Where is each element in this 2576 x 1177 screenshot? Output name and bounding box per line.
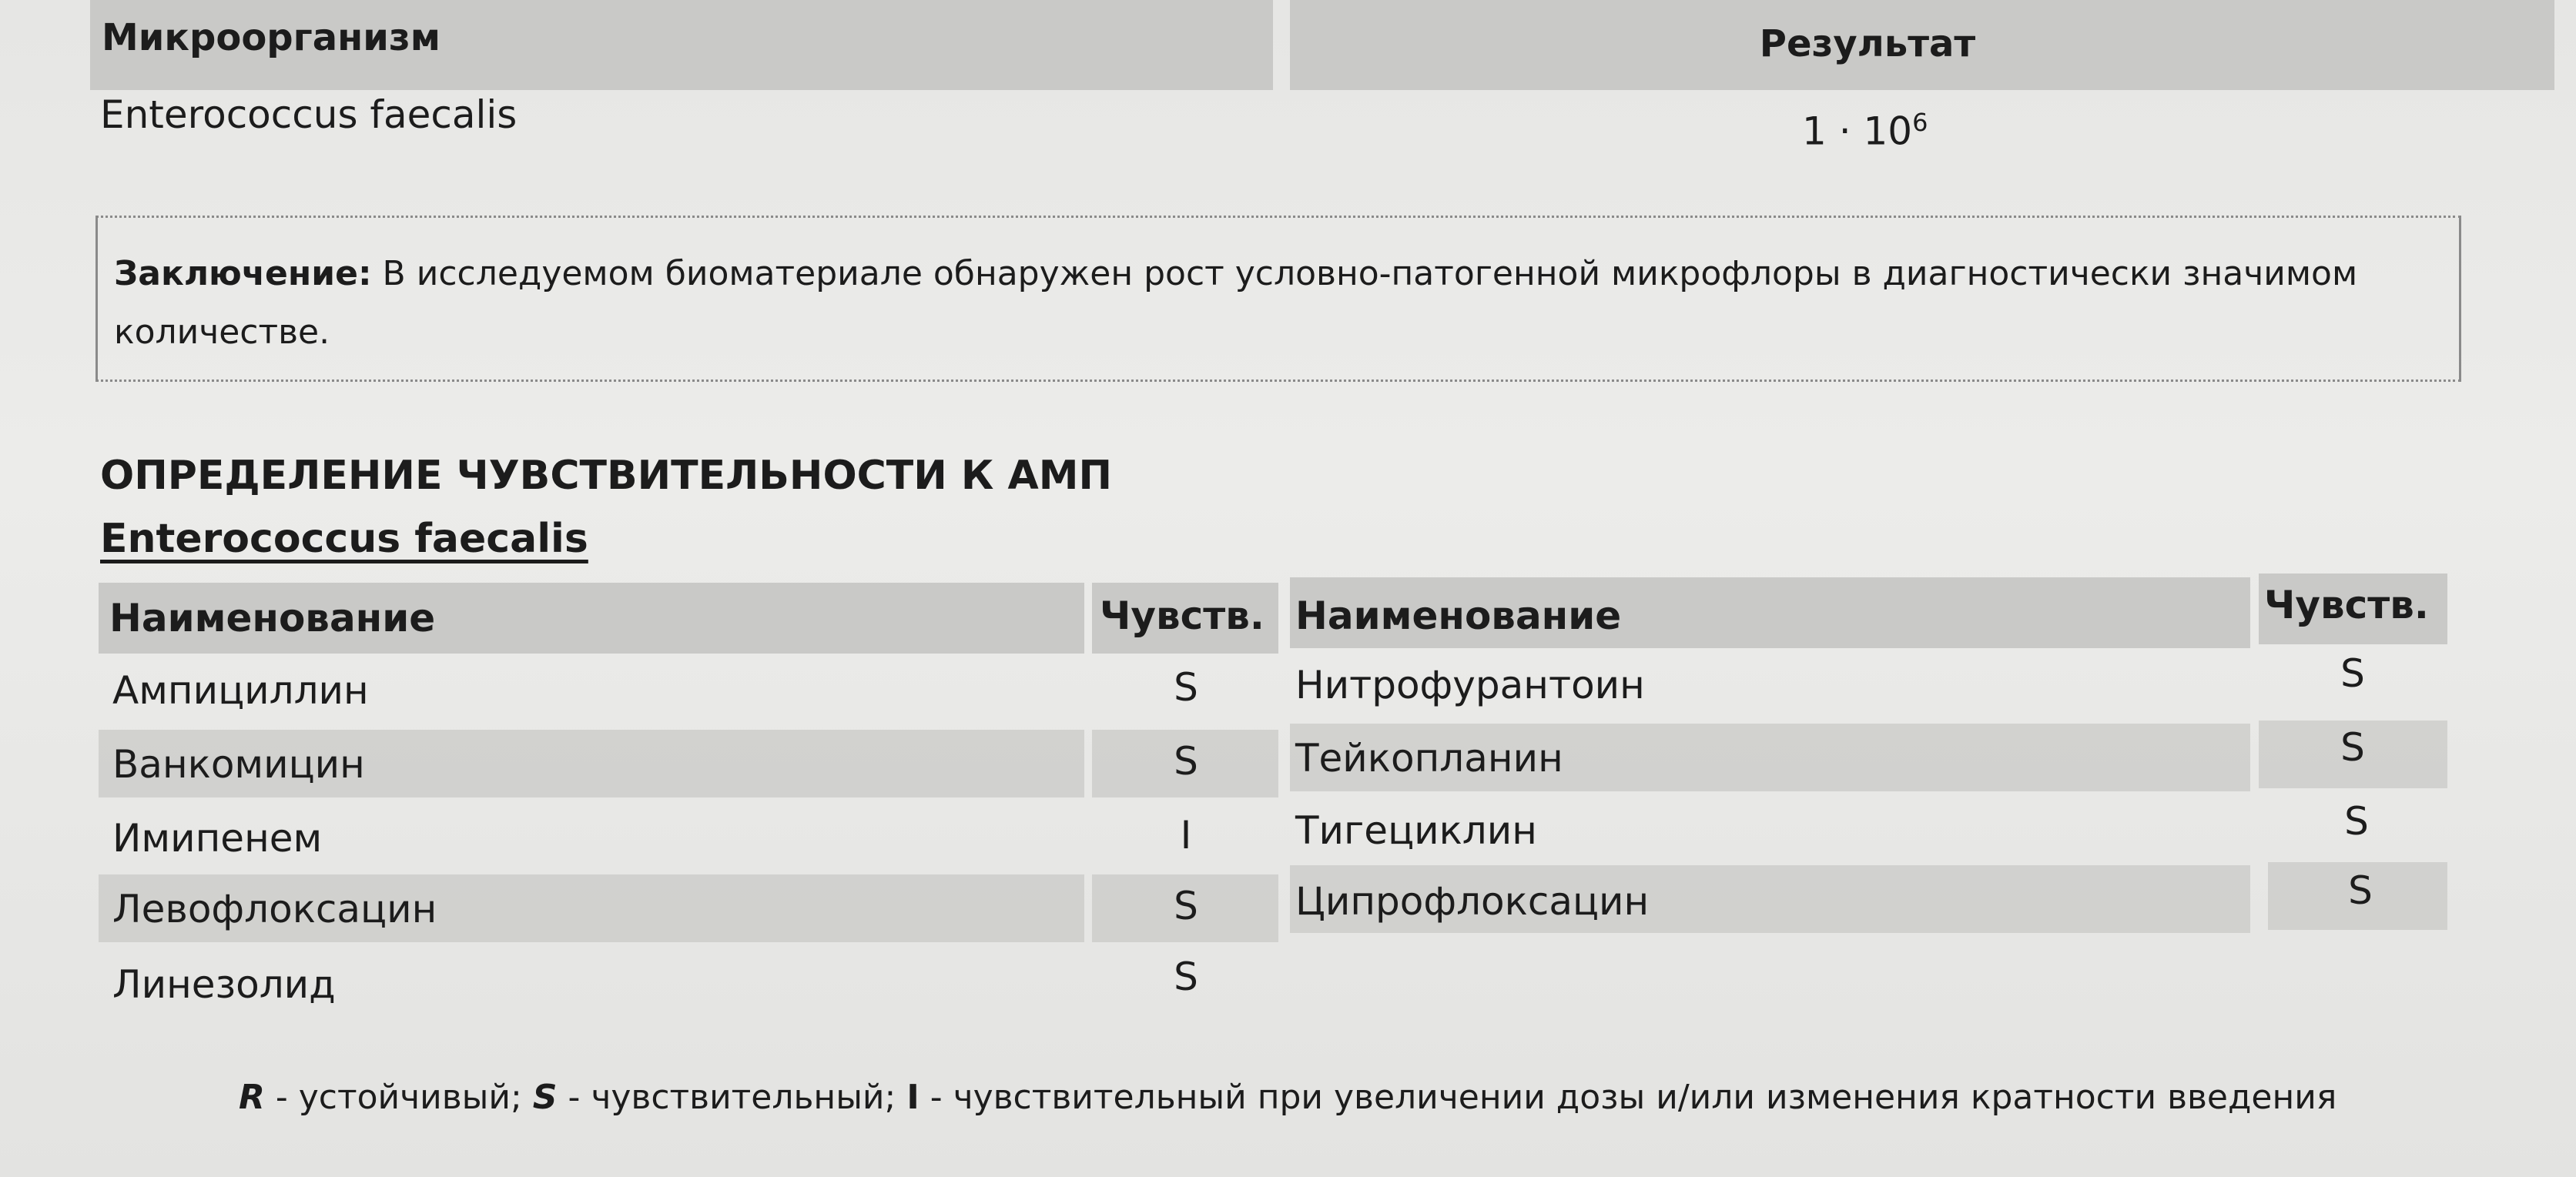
drug-sens: S [1174, 739, 1198, 784]
right-name-header: Наименование [1295, 594, 1622, 638]
drug-sens: S [2348, 868, 2373, 913]
legend-r: R [239, 1078, 265, 1117]
legend-s-text: - чувствительный; [557, 1078, 907, 1117]
row-shade [1290, 724, 2250, 791]
drug-sens: S [2340, 651, 2365, 696]
drug-name: Ванкомицин [112, 742, 365, 787]
drug-name: Нитрофурантоин [1295, 663, 1645, 707]
sensitivity-organism: Enterococcus faecalis [100, 516, 588, 562]
legend-r-text: - устойчивый; [264, 1078, 533, 1117]
conclusion-box [95, 216, 2461, 382]
organism-header: Микроорганизм [102, 16, 441, 59]
conclusion-line2: количестве. [114, 313, 330, 352]
drug-sens: S [1174, 884, 1198, 928]
row-shade [1092, 874, 1278, 942]
sensitivity-title: ОПРЕДЕЛЕНИЕ ЧУВСТВИТЕЛЬНОСТИ К АМП [100, 453, 1113, 499]
left-sens-header-cell [1092, 583, 1278, 654]
legend-i-text: - чувствительный при увеличении дозы и/и… [919, 1078, 2337, 1117]
right-sens-header-cell [2259, 573, 2447, 644]
legend-s: S [532, 1078, 558, 1117]
result-base: 1 · 10 [1802, 109, 1913, 154]
drug-name: Линезолид [112, 962, 336, 1007]
conclusion-label: Заключение: [114, 254, 372, 293]
organism-value: Enterococcus faecalis [100, 92, 518, 137]
right-name-header-cell [1290, 577, 2250, 648]
row-shade [2259, 721, 2447, 788]
drug-sens: S [2340, 725, 2365, 770]
result-header: Результат [1759, 22, 1976, 65]
drug-sens: S [1174, 665, 1198, 710]
drug-name: Имипенем [112, 816, 323, 861]
row-shade [99, 874, 1084, 942]
drug-name: Тигециклин [1295, 808, 1537, 853]
drug-name: Левофлоксацин [112, 887, 437, 931]
drug-name: Тейкопланин [1295, 736, 1563, 781]
conclusion-line1: В исследуемом биоматериале обнаружен рос… [382, 254, 2358, 293]
left-name-header: Наименование [109, 596, 436, 640]
row-shade [2268, 862, 2447, 930]
drug-name: Ципрофлоксацин [1295, 879, 1650, 924]
drug-sens: S [2344, 799, 2369, 844]
row-shade [1092, 730, 1278, 797]
result-value: 1 · 106 [1802, 86, 1928, 168]
drug-sens: S [1174, 955, 1198, 999]
result-header-cell [1290, 0, 2554, 90]
organism-header-cell [90, 0, 1273, 90]
result-exponent: 6 [1912, 108, 1928, 137]
drug-sens: I [1180, 813, 1192, 858]
left-sens-header: Чувств. [1100, 594, 1265, 638]
row-shade [1290, 865, 2250, 933]
legend: R - устойчивый; S - чувствительный; I - … [239, 1078, 2336, 1117]
right-sens-header: Чувств. [2264, 583, 2429, 627]
drug-name: Ампициллин [112, 668, 369, 713]
left-name-header-cell [99, 583, 1084, 654]
conclusion-text: Заключение: В исследуемом биоматериале о… [114, 245, 2440, 362]
legend-i: I [906, 1078, 920, 1117]
row-shade [99, 730, 1084, 797]
